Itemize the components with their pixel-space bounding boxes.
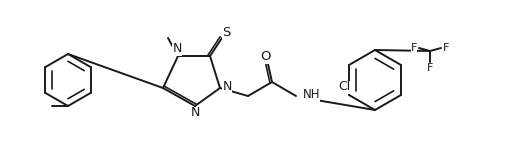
Text: N: N	[172, 42, 181, 56]
Text: F: F	[442, 43, 448, 53]
Text: Cl: Cl	[337, 80, 350, 93]
Text: F: F	[426, 63, 432, 73]
Text: O: O	[260, 51, 271, 63]
Text: NH: NH	[302, 88, 320, 102]
Text: N: N	[190, 107, 200, 119]
Text: S: S	[221, 25, 230, 39]
Text: F: F	[410, 43, 416, 53]
Text: N: N	[222, 80, 231, 93]
